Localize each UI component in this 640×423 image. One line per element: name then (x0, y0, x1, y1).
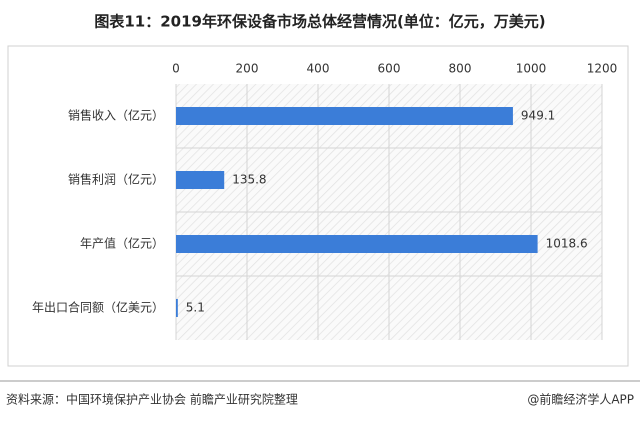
bar (176, 235, 538, 253)
bar (176, 171, 225, 189)
x-tick-label: 1200 (587, 62, 618, 76)
chart-title: 图表11：2019年环保设备市场总体经营情况(单位：亿元，万美元) (94, 13, 545, 31)
value-label: 5.1 (186, 301, 205, 315)
y-tick-label: 销售利润（亿元） (68, 172, 164, 187)
x-tick-label: 1000 (516, 62, 547, 76)
y-tick-label: 年产值（亿元） (80, 236, 164, 251)
bar (176, 107, 513, 125)
x-tick-label: 200 (236, 62, 259, 76)
credit: @前瞻经济学人APP (527, 392, 634, 407)
x-tick-label: 400 (307, 62, 330, 76)
y-tick-label: 年出口合同额（亿美元） (32, 300, 164, 315)
x-tick-label: 0 (172, 62, 180, 76)
value-label: 135.8 (232, 173, 266, 187)
value-label: 949.1 (521, 109, 555, 123)
chart-frame (7, 45, 629, 367)
x-tick-label: 600 (378, 62, 401, 76)
y-tick-label: 销售收入（亿元） (68, 108, 164, 123)
value-label: 1018.6 (546, 237, 588, 251)
source: 资料来源：中国环境保护产业协会 前瞻产业研究院整理 (6, 392, 298, 407)
x-tick-label: 800 (449, 62, 472, 76)
bar (176, 299, 178, 317)
